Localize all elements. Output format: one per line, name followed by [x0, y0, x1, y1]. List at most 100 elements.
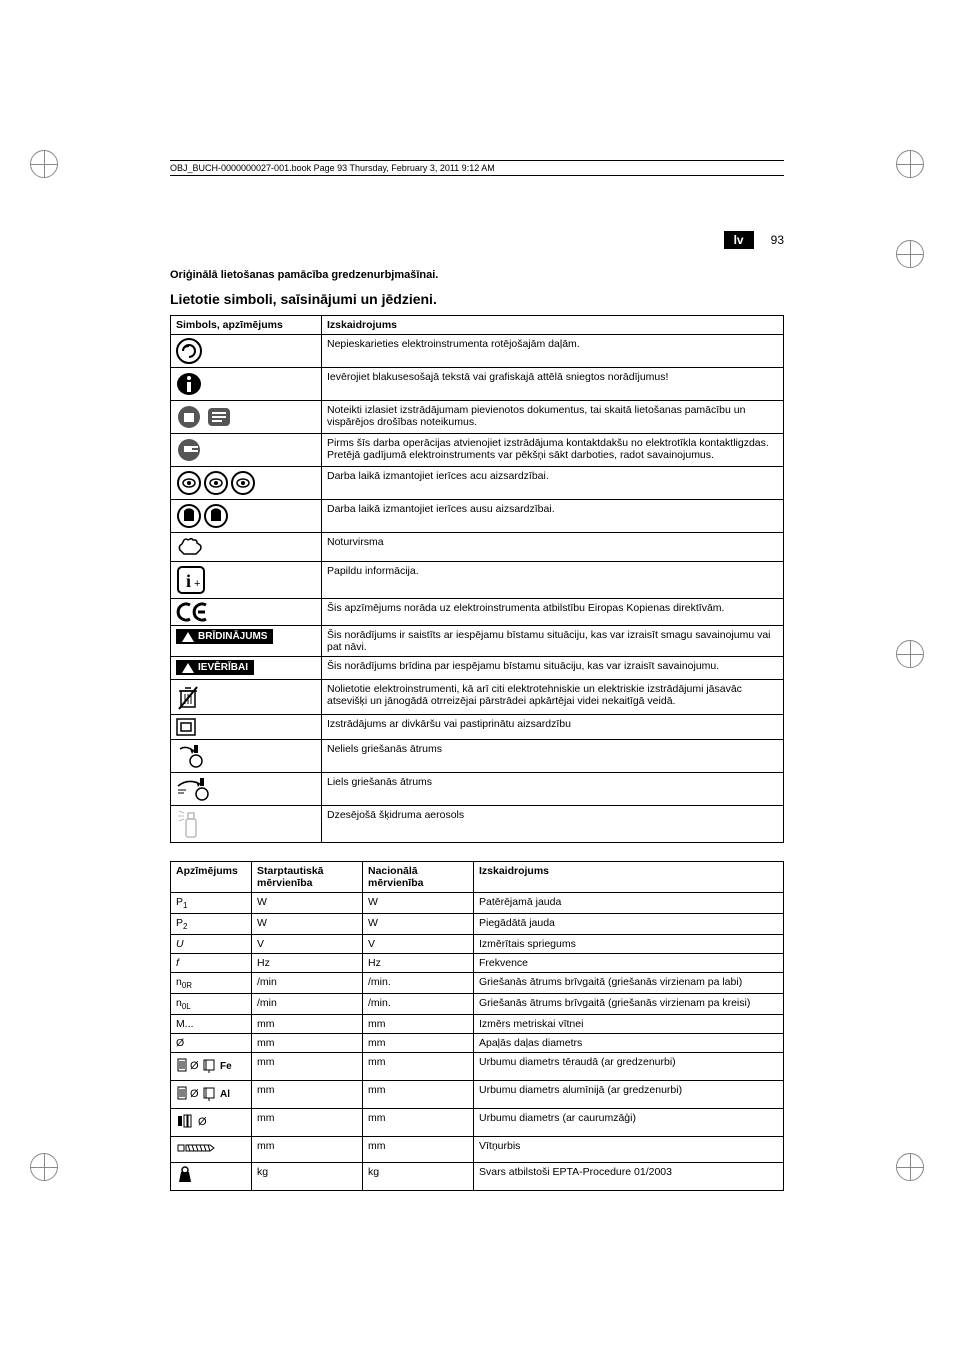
intl-unit-cell: mm — [252, 1136, 363, 1162]
explanation-cell: Ievērojiet blakusesošajā tekstā vai graf… — [322, 368, 784, 401]
table-row: kgkgSvars atbilstoši EPTA-Procedure 01/2… — [171, 1162, 784, 1190]
table-row: Šis apzīmējums norāda uz elektroinstrume… — [171, 599, 784, 626]
symbol-cell — [171, 533, 322, 562]
subtitle: Oriģinālā lietošanas pamācība gredzenurb… — [170, 269, 784, 281]
nat-unit-cell: mm — [363, 1052, 474, 1080]
explanation-cell: Darba laikā izmantojiet ierīces ausu aiz… — [322, 500, 784, 533]
table-row: ØFemmmmUrbumu diametrs tēraudā (ar gredz… — [171, 1052, 784, 1080]
table-row: Nepieskarieties elektroinstrumenta rotēj… — [171, 335, 784, 368]
designation-cell: ØAl — [171, 1080, 252, 1108]
col-nat: Nacionālā mērvienība — [363, 861, 474, 892]
symbol-cell — [171, 401, 322, 434]
table-row: Liels griešanās ātrums — [171, 772, 784, 805]
nat-unit-cell: Hz — [363, 953, 474, 972]
warning-label: BRĪDINĀJUMS — [198, 631, 267, 642]
svg-text:Ø: Ø — [190, 1088, 199, 1100]
explanation-cell: Noteikti izlasiet izstrādājumam pievieno… — [322, 401, 784, 434]
symbol-cell: i+ — [171, 562, 322, 599]
units-table: Apzīmējums Starptautiskā mērvienība Naci… — [170, 861, 784, 1191]
manual-page: OBJ_BUCH-0000000027-001.book Page 93 Thu… — [0, 0, 954, 1351]
table-row: Darba laikā izmantojiet ierīces acu aizs… — [171, 467, 784, 500]
explanation-cell: Piegādātā jauda — [474, 913, 784, 934]
plug-icon — [176, 437, 206, 463]
intl-unit-cell: mm — [252, 1052, 363, 1080]
slot-icon: Ø — [176, 1112, 226, 1130]
explanation-cell: Dzesējošā šķidruma aerosols — [322, 805, 784, 842]
intl-unit-cell: /min — [252, 972, 363, 993]
col-intl: Starptautiskā mērvienība — [252, 861, 363, 892]
hand-icon — [176, 536, 206, 558]
intl-unit-cell: mm — [252, 1108, 363, 1136]
warning-label: IEVĒRĪBAI — [198, 662, 248, 673]
al-icon: ØAl — [176, 1084, 246, 1102]
intl-unit-cell: mm — [252, 1080, 363, 1108]
nat-unit-cell: /min. — [363, 972, 474, 993]
ce-icon — [176, 602, 210, 622]
designation-cell: n0L — [171, 993, 252, 1014]
symbols-table: Simbols, apzīmējums Izskaidrojums Nepies… — [170, 315, 784, 843]
table-row: BRĪDINĀJUMS Šis norādījums ir saistīts ar… — [171, 626, 784, 657]
explanation-cell: Izmērs metriskai vītnei — [474, 1014, 784, 1033]
table-row: n0R/min/min.Griešanās ātrums brīvgaitā (… — [171, 972, 784, 993]
symbol-cell — [171, 772, 322, 805]
explanation-cell: Liels griešanās ātrums — [322, 772, 784, 805]
designation-cell — [171, 1136, 252, 1162]
explanation-cell: Neliels griešanās ātrums — [322, 739, 784, 772]
symbol-cell — [171, 599, 322, 626]
explanation-cell: Nepieskarieties elektroinstrumenta rotēj… — [322, 335, 784, 368]
table-row: M...mmmmIzmērs metriskai vītnei — [171, 1014, 784, 1033]
table-row: n0L/min/min.Griešanās ātrums brīvgaitā (… — [171, 993, 784, 1014]
ears-icon — [176, 503, 230, 529]
nat-unit-cell: mm — [363, 1080, 474, 1108]
nat-unit-cell: mm — [363, 1136, 474, 1162]
nat-unit-cell: mm — [363, 1014, 474, 1033]
sq-icon — [176, 718, 196, 736]
explanation-cell: Patērējamā jauda — [474, 892, 784, 913]
col-explanation: Izskaidrojums — [322, 316, 784, 335]
designation-cell: P1 — [171, 892, 252, 913]
page-number: 93 — [771, 233, 784, 247]
intl-unit-cell: W — [252, 892, 363, 913]
table-row: P2WWPiegādātā jauda — [171, 913, 784, 934]
nat-unit-cell: mm — [363, 1108, 474, 1136]
designation-cell: ØFe — [171, 1052, 252, 1080]
warning-badge: IEVĒRĪBAI — [176, 660, 254, 675]
table-row: UVVIzmērītais spriegums — [171, 934, 784, 953]
table-row: Neliels griešanās ātrums — [171, 739, 784, 772]
designation-cell: M... — [171, 1014, 252, 1033]
explanation-cell: Darba laikā izmantojiet ierīces acu aizs… — [322, 467, 784, 500]
symbol-cell — [171, 679, 322, 714]
explanation-cell: Urbumu diametrs (ar caurumzāģi) — [474, 1108, 784, 1136]
explanation-cell: Šis norādījums ir saistīts ar iespējamu … — [322, 626, 784, 657]
wt-icon — [176, 1166, 194, 1184]
page-header: lv 93 — [170, 231, 784, 249]
intl-unit-cell: mm — [252, 1014, 363, 1033]
symbol-cell — [171, 739, 322, 772]
col-symbol: Simbols, apzīmējums — [171, 316, 322, 335]
designation-cell: n0R — [171, 972, 252, 993]
reg-mark — [30, 1153, 58, 1181]
explanation-cell: Papildu informācija. — [322, 562, 784, 599]
table-row: mmmmVītņurbis — [171, 1136, 784, 1162]
table-row: Darba laikā izmantojiet ierīces ausu aiz… — [171, 500, 784, 533]
table-row: Noturvirsma — [171, 533, 784, 562]
nat-unit-cell: /min. — [363, 993, 474, 1014]
book-header: OBJ_BUCH-0000000027-001.book Page 93 Thu… — [170, 160, 784, 176]
designation-cell: P2 — [171, 913, 252, 934]
symbol-cell: BRĪDINĀJUMS — [171, 626, 322, 657]
symbol-cell — [171, 434, 322, 467]
table-row: i+Papildu informācija. — [171, 562, 784, 599]
reg-mark — [896, 1153, 924, 1181]
nat-unit-cell: kg — [363, 1162, 474, 1190]
symbol-cell — [171, 335, 322, 368]
symbol-cell — [171, 500, 322, 533]
explanation-cell: Griešanās ātrums brīvgaitā (griešanās vi… — [474, 972, 784, 993]
table-row: ØmmmmUrbumu diametrs (ar caurumzāģi) — [171, 1108, 784, 1136]
table-row: fHzHzFrekvence — [171, 953, 784, 972]
language-code: lv — [724, 231, 754, 249]
explanation-cell: Pirms šīs darba operācijas atvienojiet i… — [322, 434, 784, 467]
designation-cell: f — [171, 953, 252, 972]
svg-text:+: + — [194, 578, 200, 590]
svg-text:Ø: Ø — [190, 1060, 199, 1072]
explanation-cell: Noturvirsma — [322, 533, 784, 562]
